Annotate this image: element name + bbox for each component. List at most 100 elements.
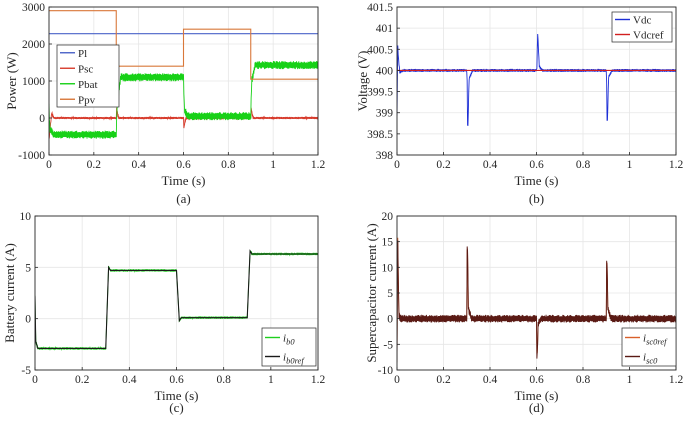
- legend-label-psc: Psc: [78, 63, 93, 75]
- series-group: [35, 249, 318, 352]
- x-tick-label: 0.4: [131, 159, 146, 171]
- x-tick-label: 1.2: [311, 374, 326, 386]
- x-tick-label: 0.8: [576, 159, 591, 171]
- series-group: [49, 10, 318, 140]
- y-tick-label: 5: [25, 262, 31, 274]
- legend: Vdc Vdcref: [611, 11, 673, 43]
- y-tick-label: -10: [378, 365, 394, 377]
- y-tick-label: 0: [39, 113, 45, 125]
- legend-label-sub: sc0ref: [646, 337, 668, 347]
- y-tick-label: 401: [376, 23, 394, 35]
- y-tick-label: 0: [387, 314, 393, 326]
- panel-caption: (a): [176, 191, 190, 206]
- x-tick-label: 0.6: [529, 159, 544, 171]
- y-tick-label: -5: [383, 339, 393, 351]
- legend-label-pbat: Pbat: [78, 79, 98, 91]
- legend-label-main: i: [643, 333, 646, 345]
- chart-panel-a: 0 0.2 0.4 0.6 0.8 1 1.2-10000100020003000Time …: [4, 2, 325, 206]
- legend-label-isc0: isc0: [643, 352, 658, 366]
- y-tick-label: 20: [382, 211, 394, 223]
- legend-label-ib0: ib0: [283, 333, 295, 347]
- x-tick-label: 0.6: [169, 374, 184, 386]
- legend-label-isc0ref: isc0ref: [643, 333, 668, 347]
- legend-box: [621, 327, 677, 367]
- x-tick-label: 0: [46, 159, 52, 171]
- x-tick-label: 0: [394, 374, 400, 386]
- y-tick-label: 400.5: [367, 44, 393, 56]
- y-tick-label: -5: [21, 365, 31, 377]
- x-axis-label: Time (s): [155, 388, 199, 403]
- y-tick-label: 399: [376, 108, 394, 120]
- x-tick-label: 0.6: [529, 374, 544, 386]
- legend-box: [56, 44, 120, 108]
- x-tick-label: 1: [270, 159, 276, 171]
- x-tick-label: 0.2: [436, 374, 451, 386]
- legend-label-ib0ref: ib0ref: [283, 352, 305, 366]
- panel-caption: (d): [529, 400, 544, 415]
- legend-box: [261, 327, 317, 367]
- x-tick-label: 0.8: [216, 374, 231, 386]
- series-group: [397, 237, 676, 363]
- series-line-isc0: [397, 240, 676, 363]
- legend: Pl Psc Pbat Ppv: [56, 44, 120, 108]
- y-axis-label: Battery current (A): [2, 243, 17, 343]
- x-tick-label: 0.2: [87, 159, 102, 171]
- x-tick-label: 0.8: [221, 159, 236, 171]
- panel-caption: (b): [529, 191, 544, 206]
- legend-label-ppv: Ppv: [78, 94, 96, 106]
- x-tick-label: 0: [32, 374, 38, 386]
- y-tick-label: 3000: [22, 2, 45, 14]
- x-axis-label: Time (s): [515, 173, 559, 188]
- legend-label-main: i: [283, 352, 286, 364]
- y-tick-label: 398.5: [367, 129, 393, 141]
- y-axis-label: Voltage (V): [355, 51, 370, 112]
- x-tick-label: 0.4: [483, 159, 498, 171]
- x-tick-label: 1.2: [669, 374, 684, 386]
- legend-label-pl: Pl: [78, 48, 87, 60]
- x-tick-label: 1: [627, 374, 633, 386]
- y-tick-label: 0: [25, 314, 31, 326]
- legend-label-vdcref: Vdcref: [633, 30, 664, 42]
- x-tick-label: 1: [268, 374, 274, 386]
- y-axis-label: Power (W): [4, 52, 19, 109]
- y-tick-label: 5: [387, 288, 393, 300]
- x-tick-label: 0.2: [436, 159, 451, 171]
- x-tick-label: 0.8: [576, 374, 591, 386]
- x-axis-label: Time (s): [515, 388, 559, 403]
- y-tick-label: 15: [382, 237, 394, 249]
- x-tick-label: 1.2: [311, 159, 326, 171]
- x-tick-label: 0.2: [75, 374, 90, 386]
- x-tick-label: 0: [394, 159, 400, 171]
- x-tick-label: 1.2: [669, 159, 684, 171]
- y-tick-label: 400: [376, 65, 394, 77]
- series-line-pbat: [49, 61, 318, 139]
- legend-label-sub: sc0: [646, 356, 658, 366]
- legend-label-main: i: [283, 333, 286, 345]
- legend-label-sub: b0: [286, 337, 295, 347]
- chart-panel-b: 0 0.2 0.4 0.6 0.8 1 1.2 398 398.5 399 399.5 400 400.…: [355, 2, 683, 206]
- panel-caption: (c): [169, 400, 183, 415]
- y-axis-label: Supercapacitor current (A): [364, 223, 379, 362]
- y-tick-label: 1000: [22, 76, 45, 88]
- y-tick-label: -1000: [18, 150, 45, 162]
- y-tick-label: 10: [20, 211, 32, 223]
- x-tick-label: 0.6: [176, 159, 191, 171]
- x-tick-label: 1: [627, 159, 633, 171]
- chart-panel-d: 0 0.2 0.4 0.6 0.8 1 1.2 -10 -5 0 5 10 15 20 Time (s) Su…: [364, 211, 683, 415]
- series-line-psc: [49, 107, 318, 140]
- legend-label-vdc: Vdc: [633, 15, 651, 27]
- y-tick-label: 398: [376, 150, 394, 162]
- legend-label-main: i: [643, 352, 646, 364]
- y-tick-label: 399.5: [367, 87, 393, 99]
- series-line-ib0ref: [35, 249, 318, 349]
- x-axis-label: Time (s): [162, 173, 206, 188]
- x-tick-label: 0.4: [483, 374, 498, 386]
- y-tick-label: 10: [382, 262, 394, 274]
- series-line-ppv: [49, 10, 318, 80]
- x-tick-label: 0.4: [122, 374, 137, 386]
- legend-label-sub: b0ref: [286, 356, 305, 366]
- series-group: [397, 33, 676, 127]
